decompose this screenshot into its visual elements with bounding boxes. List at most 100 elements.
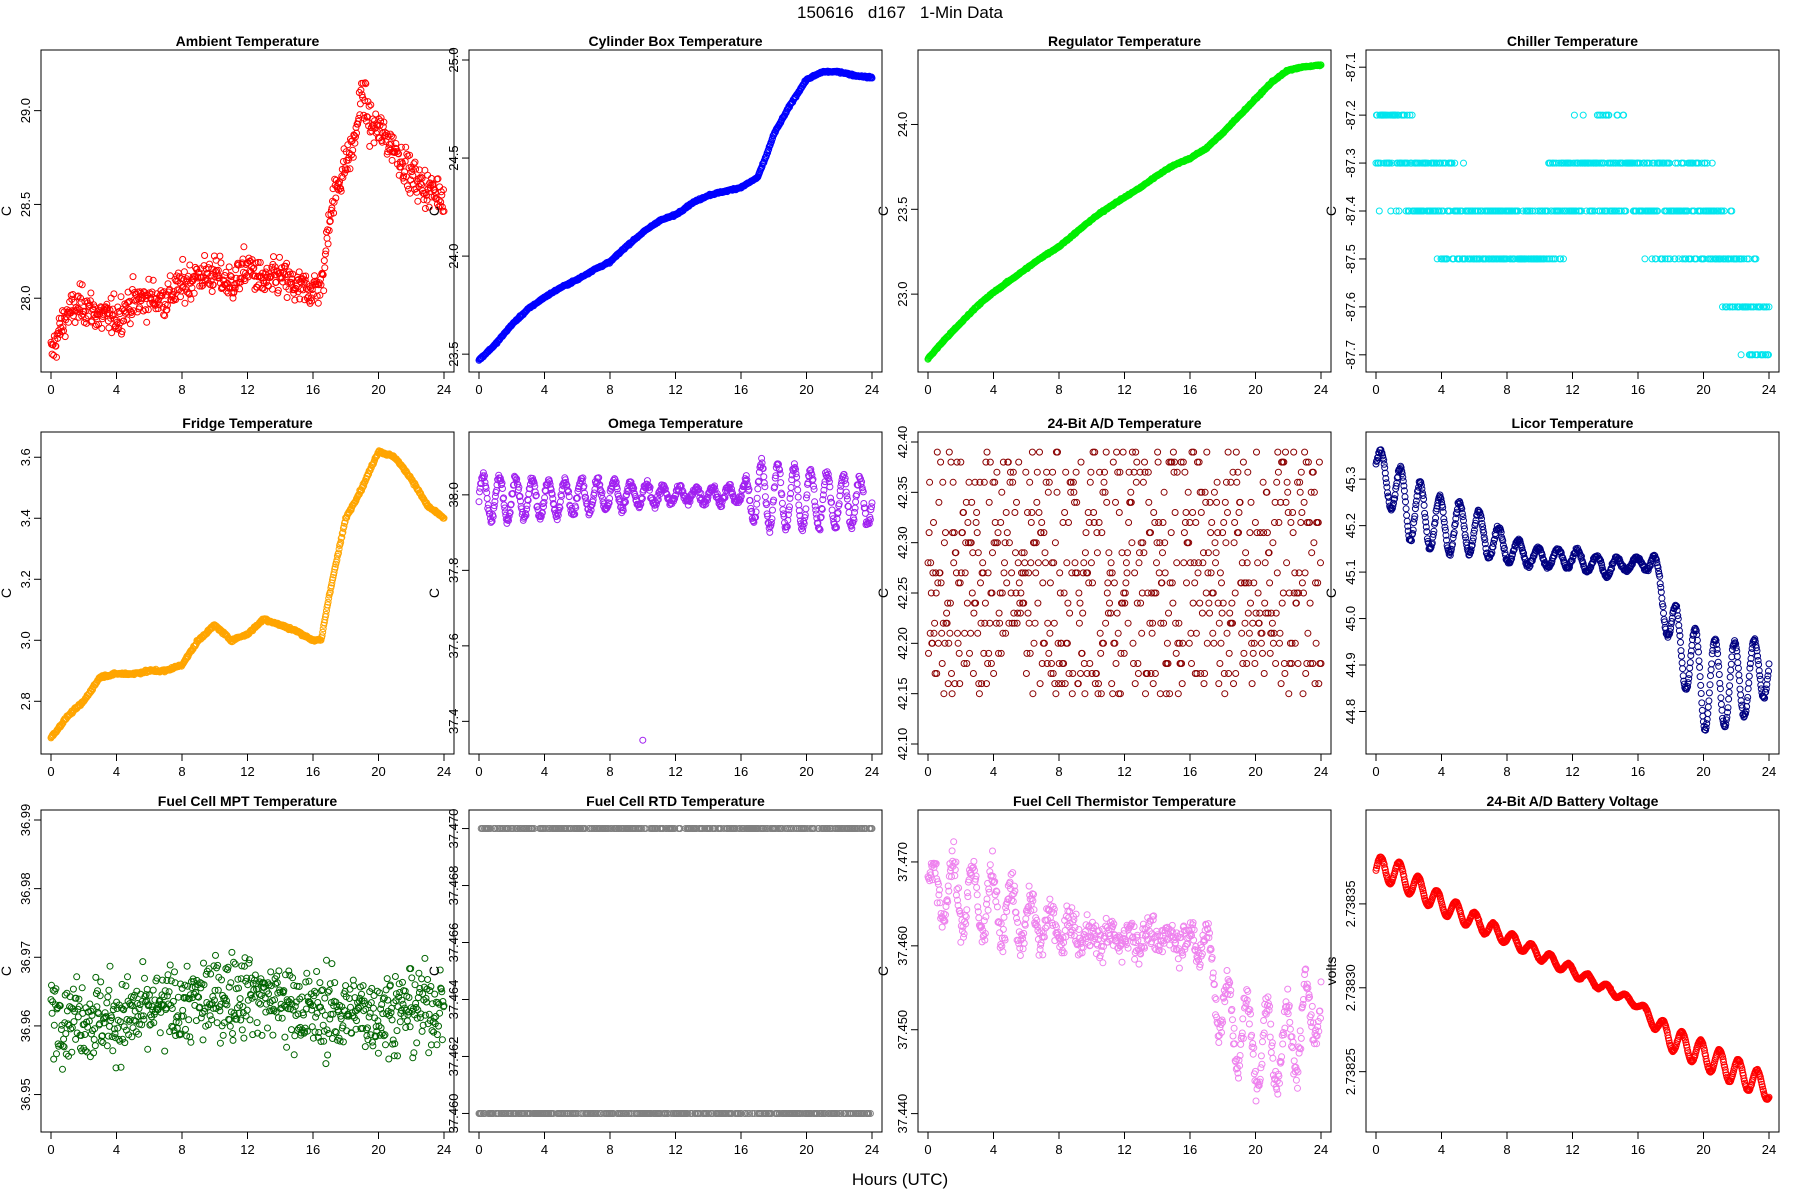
data-point — [1570, 111, 1578, 119]
data-point — [358, 91, 366, 99]
y-axis-label: C — [875, 206, 891, 216]
data-point — [1087, 468, 1095, 476]
data-point — [240, 243, 248, 251]
data-point — [440, 207, 448, 215]
data-point — [989, 549, 996, 557]
data-point — [301, 276, 309, 284]
data-point — [1021, 559, 1029, 567]
data-point — [365, 102, 373, 110]
y-tick-label: 42.10 — [895, 728, 910, 761]
data-point — [1013, 498, 1020, 506]
data-point — [766, 528, 774, 536]
data-point — [422, 189, 430, 197]
x-tick-label: 4 — [541, 764, 548, 779]
data-point — [983, 448, 991, 456]
data-point — [357, 86, 365, 94]
data-point — [1142, 690, 1149, 698]
data-point — [1103, 589, 1111, 597]
data-point — [187, 295, 195, 303]
data-point — [1134, 670, 1142, 677]
data-point — [1106, 599, 1113, 607]
data-point — [985, 498, 993, 506]
x-tick-label: 16 — [1183, 382, 1197, 397]
data-point — [88, 317, 96, 325]
data-point — [1071, 559, 1079, 567]
data-point — [868, 74, 876, 82]
data-point — [208, 288, 216, 295]
data-point — [945, 639, 953, 647]
y-tick-label: 42.15 — [895, 677, 910, 710]
data-point — [136, 303, 143, 311]
data-point — [283, 259, 291, 267]
data-point — [1072, 468, 1080, 476]
data-point — [1122, 579, 1130, 587]
data-point — [1038, 519, 1046, 526]
data-point — [272, 278, 280, 286]
data-point — [388, 156, 396, 164]
x-tick-label: 12 — [1117, 764, 1131, 779]
data-point — [332, 194, 340, 202]
data-point — [330, 198, 338, 206]
panel-title: Chiller Temperature — [1507, 33, 1638, 49]
data-point — [939, 478, 947, 486]
data-point — [73, 306, 81, 314]
data-point — [380, 118, 388, 126]
x-tick-label: 24 — [437, 764, 451, 779]
data-point — [1109, 690, 1117, 698]
x-tick-label: 20 — [1696, 382, 1710, 397]
data-point — [352, 133, 359, 141]
data-point — [271, 263, 279, 271]
data-point — [324, 240, 332, 248]
data-point — [977, 579, 984, 587]
data-point — [87, 289, 95, 297]
data-point — [1043, 468, 1051, 476]
x-tick-label: 8 — [606, 382, 613, 397]
data-point — [118, 330, 125, 338]
data-point — [289, 270, 297, 278]
x-tick-label: 20 — [1248, 382, 1262, 397]
data-point — [957, 458, 965, 466]
data-point — [965, 478, 973, 486]
data-point — [405, 185, 412, 193]
data-point — [209, 281, 217, 289]
data-point — [1129, 639, 1137, 647]
y-axis-label: C — [875, 588, 891, 598]
data-point — [207, 272, 215, 280]
data-point — [1133, 458, 1141, 466]
x-tick-label: 8 — [1055, 382, 1062, 397]
data-point — [235, 261, 242, 269]
data-point — [1051, 539, 1059, 547]
data-point — [1123, 569, 1131, 577]
x-tick-label: 12 — [240, 382, 254, 397]
data-point — [323, 234, 331, 242]
y-tick-label: 42.35 — [895, 476, 910, 509]
data-point — [1102, 448, 1110, 456]
data-point — [1113, 448, 1121, 456]
data-point — [309, 290, 317, 298]
data-point — [362, 80, 370, 88]
data-point — [754, 485, 762, 493]
data-point — [795, 501, 803, 509]
data-point — [794, 493, 802, 501]
data-point — [109, 311, 117, 319]
data-point — [207, 277, 215, 285]
plot-frame — [40, 431, 455, 755]
data-point — [264, 273, 271, 281]
data-point — [963, 599, 971, 607]
x-tick-label: 24 — [437, 382, 451, 397]
data-point — [968, 589, 976, 597]
y-tick-label: 3.6 — [18, 448, 33, 466]
data-point — [938, 660, 946, 667]
data-point — [1032, 569, 1040, 577]
data-point — [1022, 468, 1030, 476]
data-point — [1156, 690, 1164, 698]
data-point — [964, 519, 972, 526]
data-point — [372, 110, 380, 118]
panel-title: 24-Bit A/D Temperature — [1047, 415, 1201, 431]
data-point — [1122, 559, 1130, 567]
